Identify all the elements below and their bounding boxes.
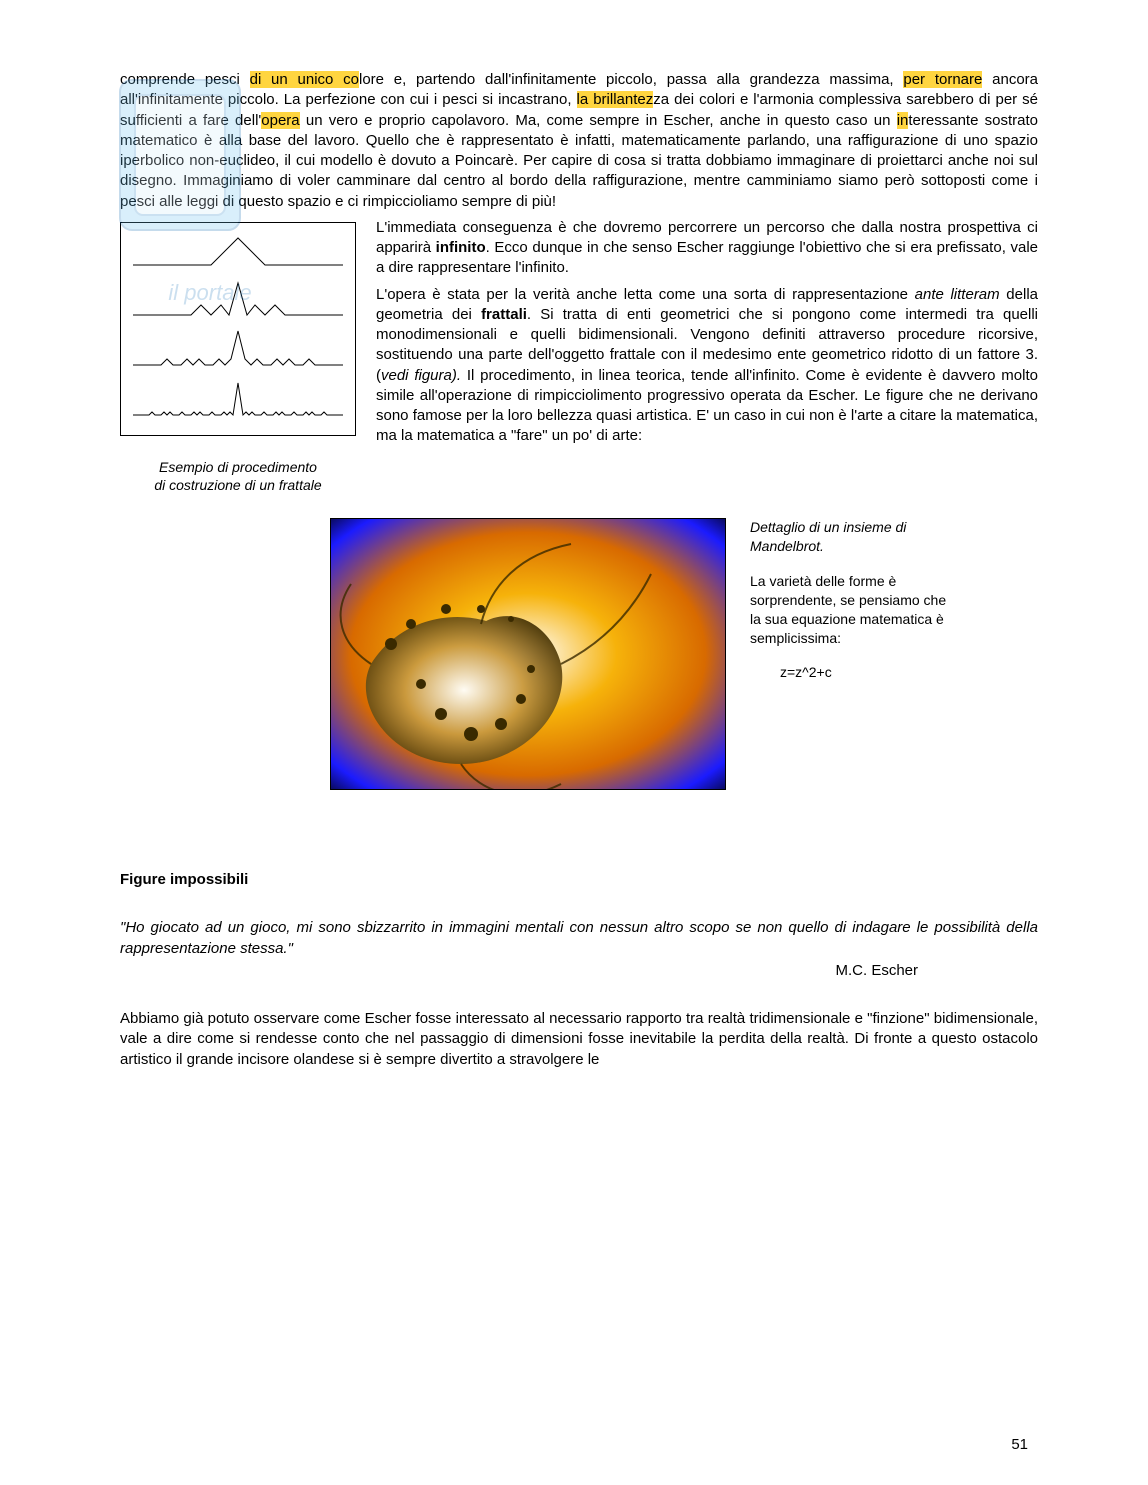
p3-it1: ante litteram: [915, 286, 1000, 303]
paragraph-1: comprende pesci di un unico colore e, pa…: [120, 70, 1038, 212]
mandelbrot-formula: z=z^2+c: [750, 663, 960, 682]
page-number: 51: [1011, 1435, 1028, 1455]
p3-seg4: Il procedimento, in linea teorica, tende…: [376, 367, 1038, 445]
mandelbrot-icon: [331, 519, 725, 789]
p1-hl4: opera: [261, 112, 299, 129]
koch-iterations-icon: [121, 223, 355, 435]
p1-seg1: comprende pesci: [120, 71, 250, 88]
p1-seg2: lore e, partendo dall'infinitamente picc…: [359, 71, 903, 88]
quote-author: M.C. Escher: [120, 961, 1038, 981]
fractal-caption-line2: di costruzione di un frattale: [154, 477, 321, 493]
p1-seg5: un vero e proprio capolavoro. Ma, come s…: [300, 112, 897, 129]
fractal-diagram-box: [120, 222, 356, 436]
mandelbrot-block: Dettaglio di un insieme di Mandelbrot. L…: [330, 518, 1038, 790]
paragraph-4: Abbiamo già potuto osservare come Escher…: [120, 1009, 1038, 1070]
quote-text: "Ho giocato ad un gioco, mi sono sbizzar…: [120, 918, 1038, 959]
mandelbrot-caption: Dettaglio di un insieme di Mandelbrot. L…: [750, 518, 960, 682]
p1-hl2: per tornare: [903, 71, 982, 88]
mandelbrot-caption-title: Dettaglio di un insieme di Mandelbrot.: [750, 518, 960, 556]
p2-bold1: infinito: [436, 239, 486, 256]
mandelbrot-image: [330, 518, 726, 790]
p1-hl3: la brillantez: [577, 91, 654, 108]
mandelbrot-caption-body: La varietà delle forme è sorprendente, s…: [750, 573, 946, 646]
p1-hl5: in: [897, 112, 909, 129]
p3-it2: vedi figura).: [381, 367, 461, 384]
p3-seg1: L'opera è stata per la verità anche lett…: [376, 286, 915, 303]
fractal-construction-figure: Esempio di procedimento di costruzione d…: [120, 222, 356, 494]
section-heading: Figure impossibili: [120, 870, 1038, 890]
fractal-caption: Esempio di procedimento di costruzione d…: [120, 458, 356, 494]
fractal-caption-line1: Esempio di procedimento: [159, 459, 317, 475]
document-page: il portale comprende pesci di un unico c…: [0, 0, 1148, 1485]
p1-hl1: di un unico co: [250, 71, 359, 88]
p3-bold1: frattali: [481, 306, 527, 323]
